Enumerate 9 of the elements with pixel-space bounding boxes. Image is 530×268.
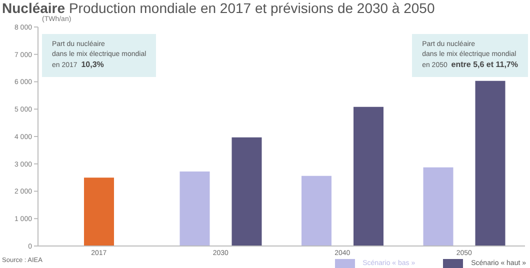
bar <box>84 178 114 246</box>
chart-subtitle: Production mondiale en 2017 et prévisions de 2030 à 2050 <box>68 0 435 16</box>
bar <box>423 167 454 246</box>
chart-title: Nucléaire <box>2 0 66 16</box>
bar <box>180 172 210 246</box>
bar <box>354 106 384 246</box>
bar <box>232 137 262 246</box>
bar <box>302 176 332 246</box>
bar <box>475 80 506 246</box>
